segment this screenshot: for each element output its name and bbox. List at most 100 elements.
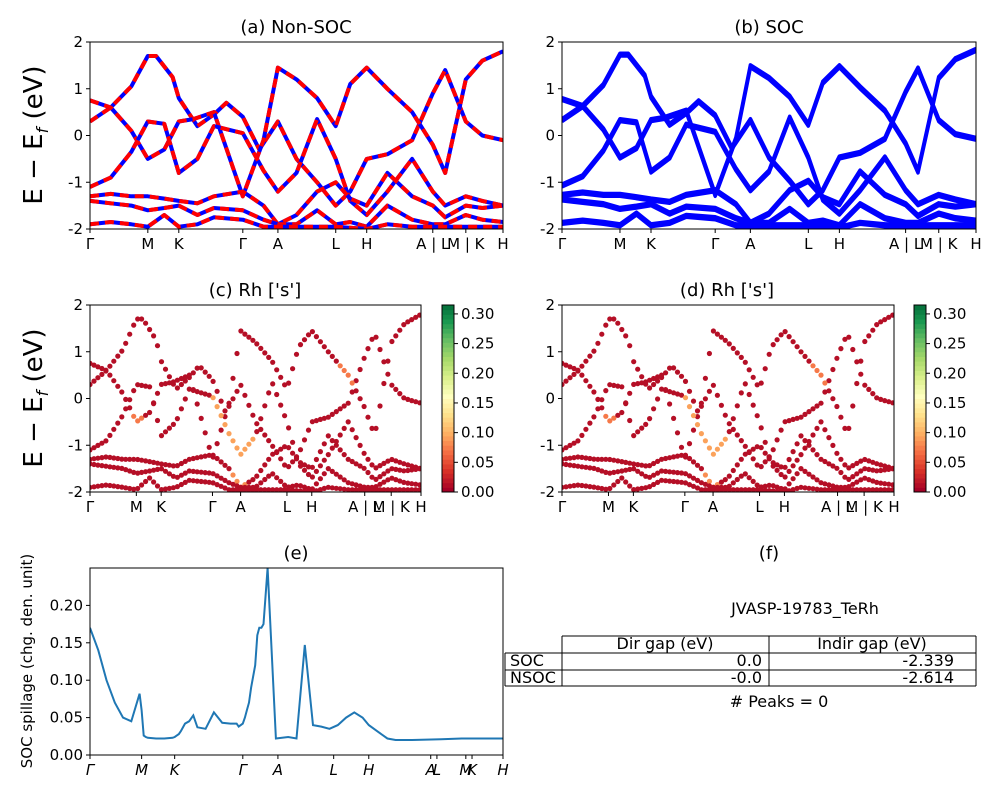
projection-point [782, 489, 788, 492]
projection-point [714, 487, 720, 492]
projection-point [698, 400, 705, 406]
x-tick-label: Γ [86, 498, 95, 516]
projection-point [730, 345, 736, 351]
projection-point [782, 419, 788, 425]
projection-point [818, 480, 824, 486]
projection-point [397, 487, 403, 492]
projection-point [325, 414, 331, 420]
projection-point [369, 425, 375, 431]
projection-point [409, 467, 415, 473]
projection-point [627, 483, 633, 489]
colorbar-segment [442, 435, 454, 442]
projection-point [182, 458, 188, 464]
band-line-soc [562, 114, 976, 214]
projection-point [770, 460, 776, 466]
projection-point [393, 466, 399, 472]
colorbar-segment [914, 319, 926, 325]
projection-point [838, 456, 844, 462]
y-tick-label: 0.10 [50, 671, 83, 689]
projection-point [698, 431, 705, 437]
y-tick-label: 1 [545, 343, 555, 361]
projection-point [139, 415, 145, 421]
colorbar-segment [442, 445, 454, 451]
projection-point [258, 416, 264, 422]
projection-point [750, 374, 756, 380]
projection-point [782, 474, 788, 480]
projection-point [166, 374, 172, 380]
projection-point [349, 481, 355, 487]
colorbar-segment [442, 347, 454, 353]
projection-point [230, 481, 236, 487]
projection-point [143, 458, 149, 464]
projection-point [222, 414, 228, 420]
projection-point [214, 473, 220, 479]
projection-point [834, 465, 840, 471]
projection-point [643, 485, 649, 491]
projection-point [639, 374, 645, 380]
projection-point [151, 467, 157, 473]
projection-point [770, 488, 776, 492]
projection-point [333, 358, 339, 364]
projection-point [635, 381, 641, 387]
projection-point [107, 482, 113, 489]
projection-point [333, 471, 339, 477]
projection-point [313, 468, 319, 474]
projection-point [599, 456, 605, 462]
projection-point [357, 442, 363, 448]
projection-point [369, 336, 375, 342]
nsoc-dir-gap: -0.0 [731, 668, 762, 687]
projection-point [158, 359, 165, 365]
colorbar-segment [442, 398, 454, 404]
y-tick-label: 0.00 [50, 746, 83, 764]
panel-b: (b) SOC -2 -1 0 1 2 Γ M K Γ A L H A | LM | K H [540, 17, 982, 253]
projection-point [170, 463, 176, 469]
projection-point [607, 485, 613, 492]
colorbar-tick-label: 0.25 [933, 335, 966, 353]
projection-point [139, 316, 145, 322]
projection-point [365, 346, 371, 352]
projection-point [770, 483, 776, 489]
projection-point [190, 387, 196, 393]
projection-point [886, 487, 892, 492]
projection-point [313, 481, 319, 487]
band-line-soc [562, 210, 976, 228]
projection-point [95, 442, 101, 448]
colorbar-segment [914, 473, 926, 479]
projection-point [373, 334, 379, 340]
x-tick-label: Γ [558, 498, 567, 516]
projection-point [647, 377, 653, 383]
projection-point [826, 482, 832, 488]
projection-point [389, 338, 395, 345]
y-tick-label: 0 [545, 127, 555, 145]
projection-point [854, 359, 860, 365]
projection-point [639, 485, 645, 491]
projection-point [762, 450, 768, 456]
panel-a-ylabel: E − Ef (eV) [19, 65, 52, 204]
projection-point [321, 485, 327, 491]
projection-point [830, 366, 836, 373]
projection-point [135, 316, 141, 322]
projection-point [595, 406, 601, 412]
projection-point [266, 487, 272, 492]
projection-point [262, 487, 268, 492]
projection-point [826, 487, 832, 492]
projection-point [854, 460, 860, 466]
projection-point [385, 358, 391, 364]
projection-point [162, 366, 169, 372]
projection-point [758, 380, 764, 386]
colorbar-segment [442, 314, 454, 320]
projection-point [329, 411, 335, 417]
x-tick-label: Γ [711, 235, 720, 253]
projection-point [571, 463, 577, 469]
projection-point [345, 456, 351, 462]
projection-point [678, 444, 685, 450]
projection-point [254, 341, 260, 347]
x-tick-label: L [283, 498, 292, 516]
x-tick-label: M | K [373, 498, 412, 516]
projection-point [170, 485, 176, 491]
projection-point [214, 441, 220, 447]
projection-point [353, 482, 359, 488]
projection-point [682, 452, 689, 458]
projection-point [734, 487, 740, 492]
x-tick-label: L [804, 235, 813, 253]
